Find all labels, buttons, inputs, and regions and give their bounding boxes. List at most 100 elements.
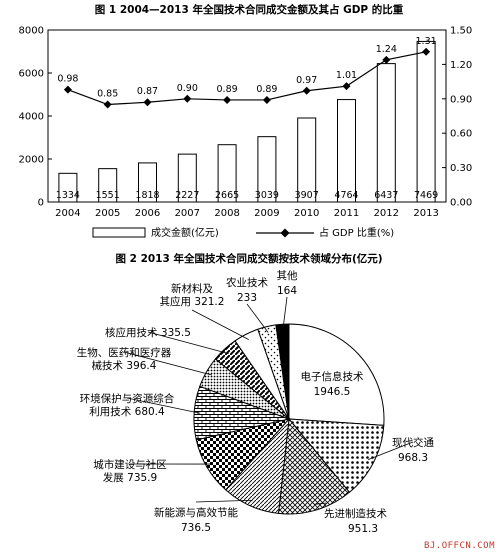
chart1-title: 图 1 2004—2013 年全国技术合同成交金额及其占 GDP 的比重 — [95, 3, 404, 16]
pie-label: 农业技术 — [226, 276, 268, 289]
pie-label: 环境保护与资源综合 — [80, 392, 175, 405]
x-tick-label: 2007 — [175, 208, 200, 219]
pie-leader-line — [368, 441, 414, 460]
pie-slices — [193, 323, 385, 515]
x-tick-label: 2004 — [55, 208, 80, 219]
left-tick-label: 4000 — [19, 112, 44, 123]
right-tick-label: 0.30 — [450, 163, 472, 174]
bar — [257, 136, 277, 203]
pie-label-with-value: 核应用技术 335.5 — [105, 326, 191, 339]
pie-leader-line — [147, 331, 229, 354]
left-tick-label: 0 — [38, 198, 44, 209]
bar-value-label: 4764 — [334, 190, 358, 201]
legend-bar-swatch — [92, 227, 146, 238]
ratio-value-label: 0.87 — [137, 86, 158, 97]
pie-label-with-value: 其应用 321.2 — [160, 295, 225, 308]
pie-labels: 电子信息技术 1946.5 现代交通 968.3 先进制造技术 951.3 新能源与高效节能… — [77, 269, 435, 535]
pie-label-with-value: 利用技术 680.4 — [89, 405, 165, 418]
pie-leader-line — [314, 502, 327, 505]
pie-slice — [288, 323, 385, 426]
bar — [337, 99, 356, 203]
pie-value-label: 1946.5 — [314, 386, 351, 398]
bar — [416, 40, 436, 203]
ratio-value-label: 0.85 — [97, 89, 118, 100]
ratio-point — [342, 82, 351, 91]
pie-value-label: 951.3 — [348, 523, 378, 535]
x-tick-label: 2012 — [374, 208, 399, 219]
pie-label: 电子信息技术 — [301, 370, 364, 383]
pie-leader-lines — [123, 296, 414, 505]
right-tick-label: 0.00 — [450, 198, 472, 209]
pie-slice — [287, 418, 385, 493]
pie-label: 新材料及 — [171, 282, 213, 295]
bar-series: 1334 1551 1818 2227 2665 3039 3907 4764 6437 7469 — [56, 40, 438, 203]
bar — [376, 63, 396, 203]
x-axis: 2004 2005 2006 2007 2008 2009 2010 2011 2012 2013 — [55, 199, 439, 219]
x-tick-label: 2009 — [254, 208, 279, 219]
pie-leader-line — [126, 397, 201, 414]
x-tick-label: 2010 — [294, 208, 319, 219]
left-tick-label: 8000 — [19, 26, 44, 37]
pie-label: 生物、医药和医疗器 — [77, 346, 172, 359]
bar-value-label: 2227 — [175, 190, 199, 201]
right-tick-label: 0.60 — [450, 129, 472, 140]
right-tick-label: 1.20 — [450, 60, 472, 71]
bar-value-label: 3039 — [255, 190, 279, 201]
pie-chart: 图 2 2013 年全国技术合同成交额按技术领域分布(亿元) 电子信息技术 194… — [77, 252, 435, 535]
ratio-line — [67, 51, 427, 106]
legend-bar-label: 成交金额(亿元) — [151, 226, 219, 239]
ratio-point — [382, 55, 391, 64]
pie-value-label: 968.3 — [398, 452, 428, 464]
pie-leader-line — [246, 303, 269, 333]
ratio-value-label: 0.89 — [256, 84, 277, 95]
pie-label: 新能源与高效节能 — [154, 506, 238, 519]
pie-value-label: 233 — [237, 292, 257, 304]
bar-value-label: 1334 — [56, 190, 80, 201]
pie-label: 先进制造技术 — [324, 507, 387, 520]
pie-label: 其他 — [277, 269, 298, 282]
ratio-line-series: 0.98 0.85 0.87 0.90 0.89 0.89 0.97 1.01 1.24 1.31 — [57, 36, 437, 109]
left-tick-label: 6000 — [19, 69, 44, 80]
x-tick-label: 2013 — [413, 208, 438, 219]
bar-value-label: 3907 — [295, 190, 319, 201]
right-tick-label: 0.90 — [450, 94, 472, 105]
ratio-value-label: 1.24 — [376, 44, 397, 55]
bar — [217, 144, 237, 203]
ratio-point — [262, 95, 271, 104]
pie-label: 城市建设与社区 — [93, 458, 167, 471]
bar — [297, 117, 317, 203]
pie-value-label: 736.5 — [181, 522, 211, 534]
bar-value-label: 7469 — [414, 190, 438, 201]
chart1-legend: 成交金额(亿元) 占 GDP 比重(%) — [92, 226, 394, 239]
pie-slice — [275, 323, 290, 420]
ratio-value-label: 1.01 — [336, 70, 357, 81]
pie-slice — [277, 417, 351, 515]
ratio-point — [103, 100, 112, 109]
pie-leader-line — [282, 296, 288, 331]
ratio-point — [223, 95, 232, 104]
ratio-point — [183, 94, 192, 103]
right-tick-label: 1.50 — [450, 26, 472, 37]
bar — [138, 162, 157, 203]
pie-label-with-value: 械技术 396.4 — [92, 359, 157, 372]
ratio-value-label: 0.89 — [217, 84, 238, 95]
pie-label-with-value: 发展 735.9 — [103, 471, 157, 484]
ratio-point — [143, 98, 152, 107]
ratio-value-label: 1.31 — [416, 36, 437, 47]
bar — [98, 168, 118, 203]
bar-value-label: 1551 — [96, 190, 120, 201]
bar-value-label: 1818 — [135, 190, 159, 201]
ratio-value-label: 0.97 — [296, 75, 317, 86]
ratio-point — [302, 86, 311, 95]
ratio-value-label: 0.90 — [177, 83, 198, 94]
bar-value-label: 6437 — [374, 190, 398, 201]
ratio-point — [422, 47, 431, 56]
x-tick-label: 2005 — [95, 208, 120, 219]
pie-leader-line — [123, 351, 212, 376]
x-tick-label: 2008 — [214, 208, 239, 219]
bar-line-chart: 图 1 2004—2013 年全国技术合同成交金额及其占 GDP 的比重 0 20… — [19, 3, 473, 239]
bar — [177, 153, 197, 203]
x-tick-label: 2006 — [135, 208, 160, 219]
pie-leader-line — [195, 499, 253, 503]
